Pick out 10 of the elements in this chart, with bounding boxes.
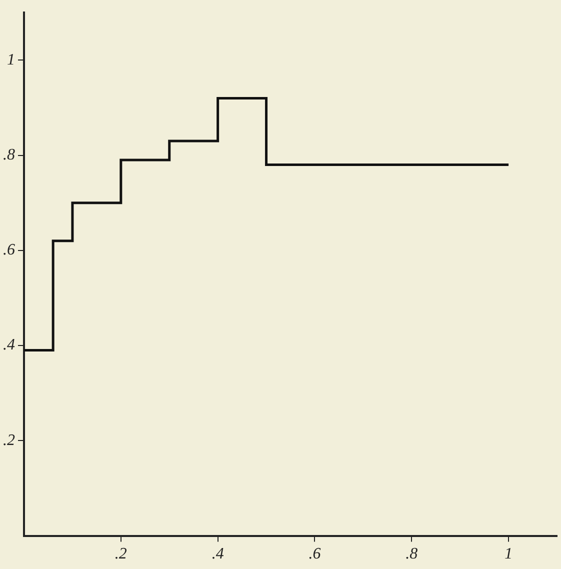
- x-tick-label: .2: [114, 546, 127, 563]
- y-tick-label: .8: [3, 146, 15, 164]
- y-tick-label: .4: [3, 336, 15, 354]
- x-tick-label: .8: [406, 546, 418, 563]
- y-tick-label: 1: [7, 51, 15, 68]
- x-tick-label: 1: [504, 546, 513, 563]
- x-tick-label: .6: [308, 546, 321, 563]
- y-tick-label: .2: [3, 432, 15, 449]
- y-tick-label: .6: [3, 242, 15, 259]
- x-tick-label: .4: [212, 546, 224, 563]
